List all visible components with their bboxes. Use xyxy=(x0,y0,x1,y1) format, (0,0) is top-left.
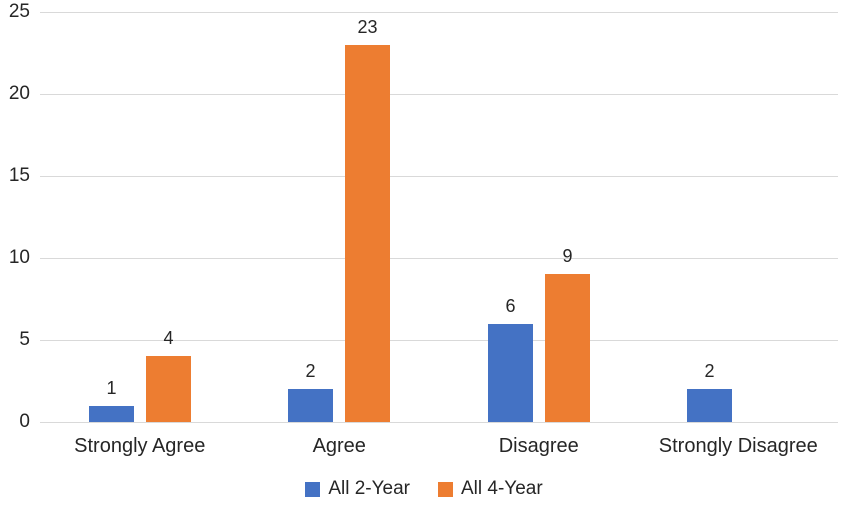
legend-swatch-icon xyxy=(438,481,453,497)
bar-value-label: 1 xyxy=(106,378,117,398)
plot-area: 1 4 2 23 6 9 2 xyxy=(40,12,838,423)
legend-label: All 2-Year xyxy=(328,478,410,499)
legend-item-all-4-year: All 4-Year xyxy=(438,478,543,500)
bar-all-4-year xyxy=(345,45,390,422)
bar-all-4-year xyxy=(146,356,191,422)
legend: All 2-Year All 4-Year xyxy=(0,478,848,500)
y-tick-label: 20 xyxy=(8,83,30,104)
y-tick-label: 5 xyxy=(19,329,30,350)
gridline xyxy=(40,176,838,177)
x-axis: Strongly Agree Agree Disagree Strongly Disa… xyxy=(40,434,838,460)
bar-value-label: 23 xyxy=(357,17,378,37)
bar-value-label: 9 xyxy=(562,246,573,266)
legend-swatch-icon xyxy=(305,481,321,497)
bar-value-label: 6 xyxy=(505,296,516,316)
y-tick-label: 15 xyxy=(8,165,30,186)
y-tick-label: 10 xyxy=(8,247,30,268)
gridline xyxy=(40,340,838,341)
legend-label: All 4-Year xyxy=(461,478,543,499)
gridline xyxy=(40,12,838,13)
x-category-label: Strongly Disagree xyxy=(658,435,818,457)
x-category-label: Disagree xyxy=(498,435,579,457)
bar-value-label: 2 xyxy=(704,361,715,381)
bar-all-4-year xyxy=(545,274,590,422)
bar-value-label: 2 xyxy=(305,361,316,381)
bar-all-2-year xyxy=(687,389,732,422)
gridline xyxy=(40,94,838,95)
x-category-label: Strongly Agree xyxy=(74,435,206,457)
x-category-label: Agree xyxy=(312,435,366,457)
bar-value-label: 4 xyxy=(163,328,174,348)
bar-all-2-year xyxy=(288,389,333,422)
bar-all-2-year xyxy=(488,324,533,422)
gridline xyxy=(40,422,838,423)
legend-item-all-2-year: All 2-Year xyxy=(305,478,410,500)
y-axis: 0 5 10 15 20 25 xyxy=(0,2,30,432)
bar-all-2-year xyxy=(89,406,134,422)
y-tick-label: 0 xyxy=(19,411,30,432)
gridline xyxy=(40,258,838,259)
y-tick-label: 25 xyxy=(8,1,30,22)
